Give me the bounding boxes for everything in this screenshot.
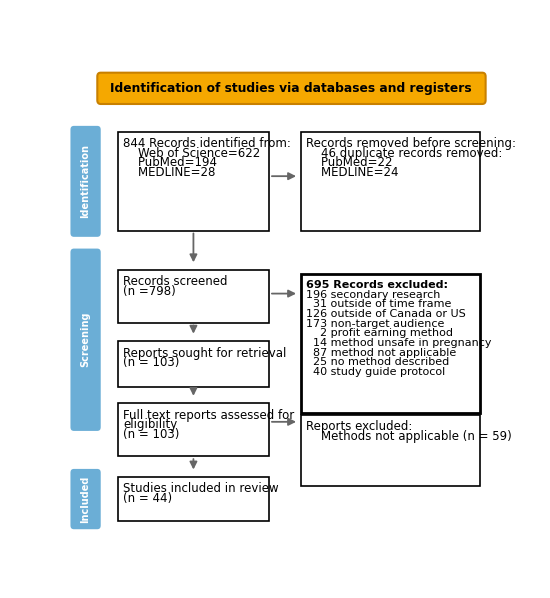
Text: 46 duplicate records removed:: 46 duplicate records removed: bbox=[306, 147, 503, 160]
Bar bbox=[118, 403, 269, 456]
Text: MEDLINE=24: MEDLINE=24 bbox=[306, 166, 399, 179]
Text: Studies included in review: Studies included in review bbox=[123, 483, 278, 496]
Text: (n = 44): (n = 44) bbox=[123, 492, 172, 505]
Text: Web of Science=622: Web of Science=622 bbox=[123, 147, 260, 160]
Bar bbox=[301, 274, 480, 413]
Text: Reports excluded:: Reports excluded: bbox=[306, 420, 412, 434]
Text: 126 outside of Canada or US: 126 outside of Canada or US bbox=[306, 309, 466, 319]
Text: Reports sought for retrieval: Reports sought for retrieval bbox=[123, 347, 286, 359]
Text: MEDLINE=28: MEDLINE=28 bbox=[123, 166, 215, 179]
Text: 87 method not applicable: 87 method not applicable bbox=[306, 347, 456, 358]
Text: PubMed=22: PubMed=22 bbox=[306, 157, 393, 169]
FancyBboxPatch shape bbox=[97, 73, 486, 104]
Text: Records removed before screening:: Records removed before screening: bbox=[306, 137, 516, 150]
Text: (n = 103): (n = 103) bbox=[123, 428, 179, 441]
Text: 173 non-target audience: 173 non-target audience bbox=[306, 319, 444, 328]
FancyBboxPatch shape bbox=[70, 469, 101, 529]
Text: (n =798): (n =798) bbox=[123, 285, 175, 298]
Text: 695 Records excluded:: 695 Records excluded: bbox=[306, 280, 448, 290]
Text: 25 no method described: 25 no method described bbox=[306, 357, 449, 367]
FancyBboxPatch shape bbox=[70, 249, 101, 431]
Text: (n = 103): (n = 103) bbox=[123, 356, 179, 370]
Text: Identification: Identification bbox=[81, 144, 91, 218]
Text: 40 study guide protocol: 40 study guide protocol bbox=[306, 367, 446, 377]
Bar bbox=[301, 415, 480, 486]
Text: eligibility: eligibility bbox=[123, 419, 177, 432]
Text: Full text reports assessed for: Full text reports assessed for bbox=[123, 409, 294, 422]
Text: 196 secondary research: 196 secondary research bbox=[306, 289, 441, 300]
Bar bbox=[118, 132, 269, 231]
Text: Screening: Screening bbox=[81, 312, 91, 368]
Bar bbox=[118, 270, 269, 323]
Bar bbox=[118, 341, 269, 387]
Text: 2 profit earning method: 2 profit earning method bbox=[306, 328, 453, 338]
Text: 14 method unsafe in pregnancy: 14 method unsafe in pregnancy bbox=[306, 338, 492, 348]
Text: Methods not applicable (n = 59): Methods not applicable (n = 59) bbox=[306, 430, 512, 443]
Text: 31 outside of time frame: 31 outside of time frame bbox=[306, 299, 452, 309]
Bar bbox=[301, 132, 480, 231]
Bar bbox=[118, 477, 269, 521]
Text: Records screened: Records screened bbox=[123, 275, 227, 288]
FancyBboxPatch shape bbox=[70, 126, 101, 237]
Text: Included: Included bbox=[81, 475, 91, 523]
Text: 844 Records identified from:: 844 Records identified from: bbox=[123, 137, 291, 150]
Text: Identification of studies via databases and registers: Identification of studies via databases … bbox=[111, 82, 472, 95]
Text: PubMed=194: PubMed=194 bbox=[123, 157, 217, 169]
